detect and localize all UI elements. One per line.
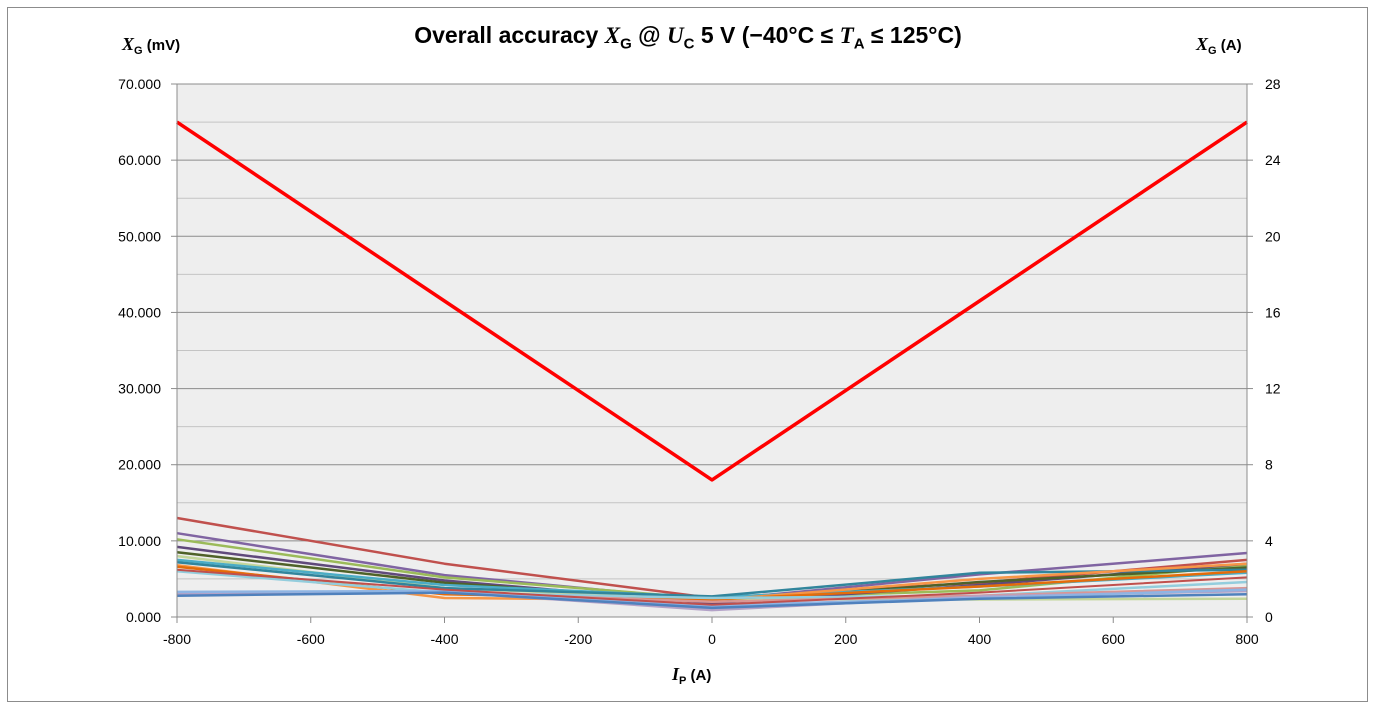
x-tick-label: -600	[297, 631, 325, 647]
y-right-tick-label: 16	[1265, 304, 1281, 320]
y-left-tick-label: 20.000	[118, 457, 161, 473]
x-tick-label: 800	[1235, 631, 1259, 647]
y-right-tick-label: 0	[1265, 609, 1273, 625]
x-tick-label: 600	[1102, 631, 1126, 647]
y-left-tick-label: 10.000	[118, 533, 161, 549]
y-left-tick-label: 40.000	[118, 304, 161, 320]
y-left-tick-label: 50.000	[118, 228, 161, 244]
y-right-tick-label: 24	[1265, 152, 1281, 168]
series-line-12	[176, 570, 1248, 600]
x-tick-label: 400	[968, 631, 992, 647]
x-tick-label: -800	[163, 631, 191, 647]
y-axis-left-label: XG (mV)	[122, 34, 181, 57]
x-tick-label: 0	[708, 631, 716, 647]
y-left-tick-label: 60.000	[118, 152, 161, 168]
x-axis-label: IP (A)	[672, 664, 712, 687]
series-line-1	[176, 120, 1248, 482]
series-line-9	[176, 560, 1248, 598]
series-line-16	[176, 568, 1248, 606]
y-right-tick-label: 4	[1265, 533, 1273, 549]
y-right-tick-label: 12	[1265, 381, 1281, 397]
x-tick-label: -200	[564, 631, 592, 647]
y-axis-right-label: XG (A)	[1196, 34, 1242, 57]
y-right-tick-label: 8	[1265, 457, 1273, 473]
y-right-tick-label: 28	[1265, 76, 1281, 92]
x-tick-label: -400	[430, 631, 458, 647]
series-line-17	[176, 591, 1248, 610]
chart-title: Overall accuracy XG @ UC 5 V (−40°C ≤ TA…	[414, 22, 962, 53]
x-tick-label: 200	[834, 631, 858, 647]
y-right-tick-label: 20	[1265, 228, 1281, 244]
y-left-tick-label: 30.000	[118, 381, 161, 397]
y-left-tick-label: 70.000	[118, 76, 161, 92]
y-left-tick-label: 0.000	[126, 609, 161, 625]
